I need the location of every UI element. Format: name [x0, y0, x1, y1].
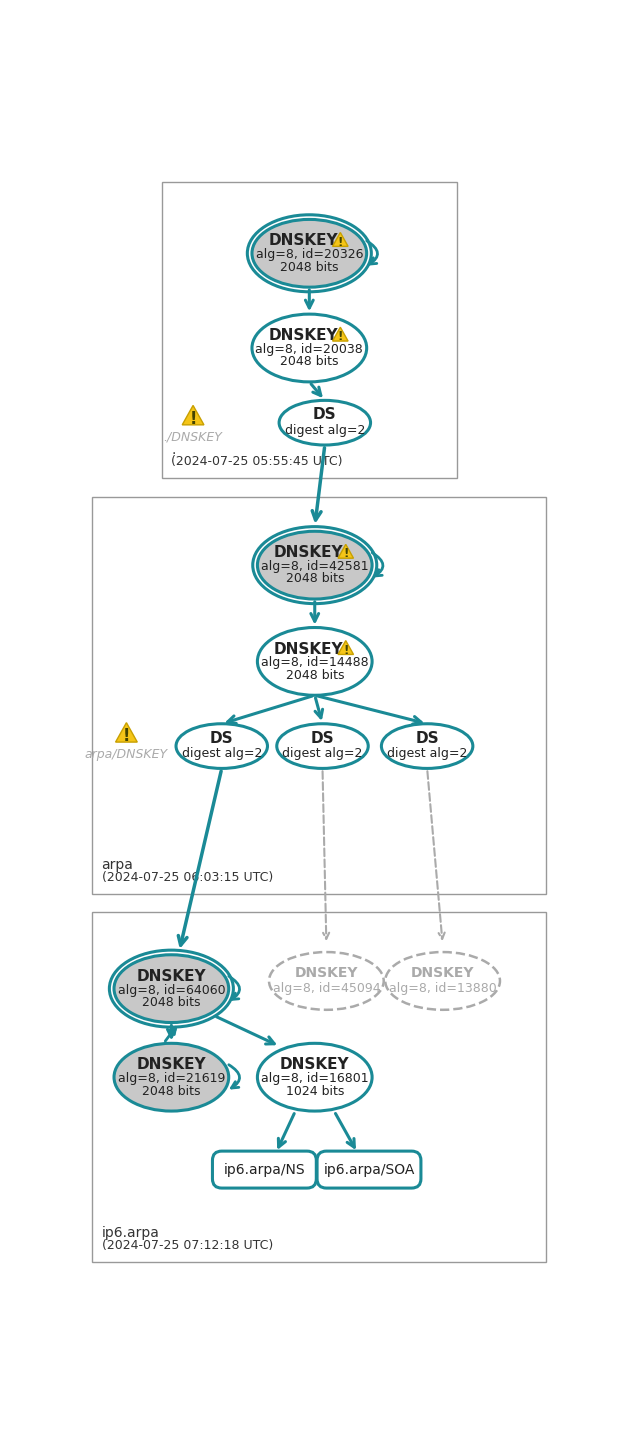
Text: ip6.arpa/SOA: ip6.arpa/SOA	[324, 1163, 414, 1177]
Polygon shape	[332, 328, 348, 341]
Text: 2048 bits: 2048 bits	[280, 260, 339, 273]
FancyBboxPatch shape	[317, 1151, 421, 1188]
Text: alg=8, id=45094: alg=8, id=45094	[273, 981, 380, 996]
Text: digest alg=2: digest alg=2	[387, 747, 467, 760]
Text: alg=8, id=21619: alg=8, id=21619	[118, 1072, 225, 1085]
Text: DNSKEY: DNSKEY	[295, 966, 358, 980]
Ellipse shape	[114, 1043, 229, 1111]
Text: !: !	[343, 644, 349, 657]
Text: ip6.arpa: ip6.arpa	[102, 1226, 159, 1240]
Text: alg=8, id=20326: alg=8, id=20326	[256, 249, 363, 262]
Ellipse shape	[114, 954, 229, 1023]
Text: .: .	[171, 443, 176, 457]
Ellipse shape	[258, 628, 372, 696]
Text: ip6.arpa/NS: ip6.arpa/NS	[224, 1163, 305, 1177]
Text: DNSKEY: DNSKEY	[411, 966, 475, 980]
Ellipse shape	[277, 724, 368, 769]
Ellipse shape	[269, 953, 384, 1010]
Text: 1024 bits: 1024 bits	[285, 1085, 344, 1098]
Polygon shape	[332, 233, 348, 246]
Text: alg=8, id=13880: alg=8, id=13880	[389, 981, 497, 996]
Polygon shape	[338, 545, 354, 558]
Ellipse shape	[279, 401, 371, 445]
Text: 2048 bits: 2048 bits	[280, 355, 339, 368]
Text: 2048 bits: 2048 bits	[285, 668, 344, 681]
Text: alg=8, id=16801: alg=8, id=16801	[261, 1072, 369, 1085]
FancyBboxPatch shape	[162, 181, 456, 479]
Polygon shape	[115, 723, 137, 741]
Text: 2048 bits: 2048 bits	[142, 996, 201, 1009]
Text: arpa: arpa	[102, 858, 134, 872]
Text: digest alg=2: digest alg=2	[285, 424, 365, 437]
Polygon shape	[338, 641, 354, 654]
Text: alg=8, id=14488: alg=8, id=14488	[261, 657, 369, 670]
Text: DNSKEY: DNSKEY	[137, 969, 206, 984]
Text: DS: DS	[311, 731, 334, 746]
Text: 2048 bits: 2048 bits	[285, 572, 344, 585]
Text: DNSKEY: DNSKEY	[268, 233, 338, 249]
Polygon shape	[182, 405, 204, 425]
FancyBboxPatch shape	[92, 911, 545, 1262]
Text: !: !	[123, 727, 130, 746]
Text: 2048 bits: 2048 bits	[142, 1085, 201, 1098]
Text: DS: DS	[313, 408, 337, 422]
Ellipse shape	[258, 532, 372, 599]
Text: DNSKEY: DNSKEY	[137, 1058, 206, 1072]
Text: DS: DS	[210, 731, 234, 746]
Text: alg=8, id=42581: alg=8, id=42581	[261, 560, 369, 573]
Text: DNSKEY: DNSKEY	[280, 1058, 350, 1072]
Ellipse shape	[381, 724, 473, 769]
Text: digest alg=2: digest alg=2	[182, 747, 262, 760]
Text: !: !	[343, 547, 349, 560]
Text: alg=8, id=64060: alg=8, id=64060	[118, 984, 225, 997]
Text: DNSKEY: DNSKEY	[268, 328, 338, 343]
Ellipse shape	[176, 724, 268, 769]
Text: arpa/DNSKEY: arpa/DNSKEY	[85, 749, 168, 762]
Text: DNSKEY: DNSKEY	[274, 641, 344, 657]
Text: (2024-07-25 07:12:18 UTC): (2024-07-25 07:12:18 UTC)	[102, 1239, 273, 1252]
Ellipse shape	[252, 315, 367, 382]
FancyBboxPatch shape	[92, 497, 545, 894]
Ellipse shape	[252, 220, 367, 287]
Text: !: !	[337, 236, 343, 249]
Ellipse shape	[258, 1043, 372, 1111]
Text: DNSKEY: DNSKEY	[274, 545, 344, 560]
FancyBboxPatch shape	[213, 1151, 316, 1188]
Text: !: !	[189, 410, 197, 428]
Text: DS: DS	[415, 731, 439, 746]
Text: digest alg=2: digest alg=2	[282, 747, 362, 760]
Text: ./DNSKEY: ./DNSKEY	[164, 431, 223, 444]
Text: (2024-07-25 05:55:45 UTC): (2024-07-25 05:55:45 UTC)	[171, 456, 343, 468]
Text: (2024-07-25 06:03:15 UTC): (2024-07-25 06:03:15 UTC)	[102, 871, 273, 884]
Text: !: !	[337, 331, 343, 343]
Ellipse shape	[385, 953, 500, 1010]
Text: alg=8, id=20038: alg=8, id=20038	[255, 343, 363, 356]
